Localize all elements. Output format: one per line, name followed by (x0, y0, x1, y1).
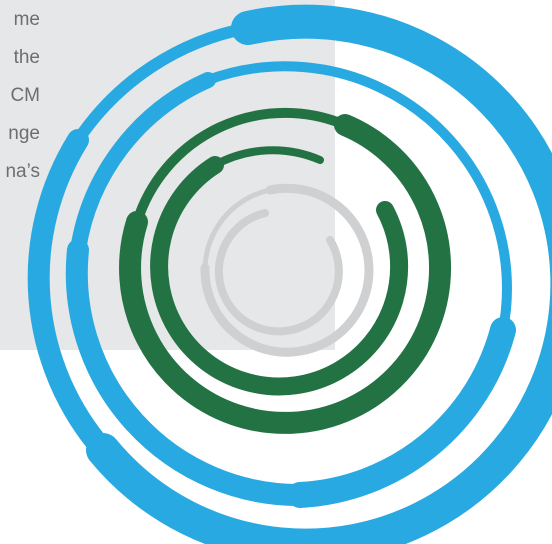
gray-swirl (200, 183, 374, 357)
text-line-2: the (13, 47, 40, 68)
text-line-1: me (13, 9, 40, 30)
blue-swirl (27, 4, 552, 544)
text-line-3: CM (10, 85, 40, 106)
text-line-4: nge (8, 123, 40, 144)
text-line-5: na’s (5, 161, 40, 182)
green-swirl (119, 107, 451, 434)
